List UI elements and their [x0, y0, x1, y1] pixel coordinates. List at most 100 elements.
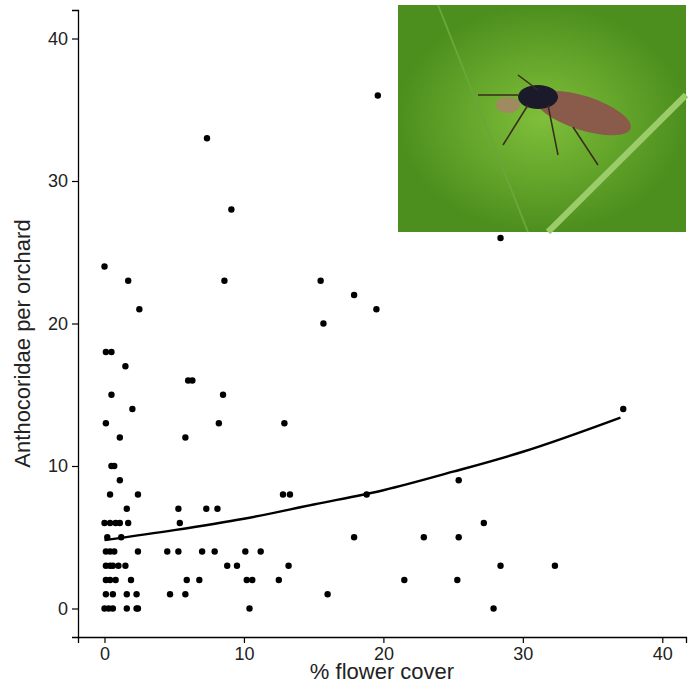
- tick-mark: [72, 181, 78, 182]
- tick-label: 30: [48, 171, 68, 191]
- point: [454, 577, 460, 583]
- point: [455, 477, 461, 483]
- point: [128, 577, 134, 583]
- plot-area: [101, 92, 626, 611]
- point: [196, 577, 202, 583]
- tick-label: 10: [234, 644, 254, 664]
- point: [620, 406, 626, 412]
- leaf-vein: [438, 5, 528, 232]
- tick-label: 0: [100, 644, 110, 664]
- insect-thorax: [518, 85, 558, 109]
- point: [281, 420, 287, 426]
- tick: 0: [58, 599, 78, 619]
- point: [177, 520, 183, 526]
- tick: 30: [513, 637, 533, 664]
- point: [133, 591, 139, 597]
- point: [246, 605, 252, 611]
- point: [373, 306, 379, 312]
- tick-mark: [244, 637, 245, 643]
- point: [324, 591, 330, 597]
- point: [122, 563, 128, 569]
- tick: 40: [48, 29, 78, 49]
- axis-line: [72, 11, 79, 638]
- point: [320, 320, 326, 326]
- tick-label: 0: [58, 599, 68, 619]
- insect: [478, 75, 636, 165]
- insect-leg: [478, 94, 518, 96]
- point: [111, 548, 117, 554]
- point: [242, 548, 248, 554]
- point: [175, 548, 181, 554]
- tick-mark: [72, 466, 78, 467]
- point: [214, 506, 220, 512]
- point: [175, 506, 181, 512]
- point: [125, 278, 131, 284]
- point: [224, 563, 230, 569]
- point: [552, 563, 558, 569]
- point: [211, 548, 217, 554]
- tick: 10: [48, 456, 78, 476]
- point: [204, 135, 210, 141]
- point: [124, 605, 130, 611]
- tick: 30: [48, 171, 78, 191]
- point: [199, 548, 205, 554]
- point: [129, 406, 135, 412]
- point: [110, 605, 116, 611]
- point: [276, 577, 282, 583]
- tick-mark: [383, 637, 384, 643]
- tick-mark: [523, 637, 524, 643]
- tick-mark: [104, 637, 105, 643]
- point: [101, 263, 107, 269]
- point: [481, 520, 487, 526]
- point: [125, 520, 131, 526]
- insect-leg: [573, 127, 598, 165]
- y-axis: 0 10 20 30 40: [48, 11, 79, 638]
- point: [455, 534, 461, 540]
- y-axis-title: Anthocoridae per orchard: [10, 219, 35, 467]
- tick-label: 40: [48, 29, 68, 49]
- point: [111, 463, 117, 469]
- point: [117, 477, 123, 483]
- point: [103, 591, 109, 597]
- point: [249, 577, 255, 583]
- insect-leg: [503, 105, 528, 145]
- point: [287, 491, 293, 497]
- point: [244, 577, 250, 583]
- tick: 0: [100, 637, 110, 664]
- tick-mark: [72, 323, 78, 324]
- point: [221, 278, 227, 284]
- point: [164, 548, 170, 554]
- fit-line: [104, 418, 620, 541]
- point: [497, 235, 503, 241]
- point: [107, 577, 113, 583]
- point: [285, 563, 291, 569]
- inset-photo: [398, 5, 686, 232]
- point: [136, 306, 142, 312]
- point: [189, 377, 195, 383]
- tick-label: 30: [513, 644, 533, 664]
- point: [122, 363, 128, 369]
- x-axis-title: % flower cover: [310, 659, 454, 684]
- tick-mark: [72, 608, 78, 609]
- point: [135, 491, 141, 497]
- point: [216, 420, 222, 426]
- photo-background: [398, 5, 686, 232]
- point: [375, 92, 381, 98]
- point: [108, 392, 114, 398]
- point: [103, 349, 109, 355]
- insect-prey: [496, 97, 520, 113]
- point: [107, 520, 113, 526]
- point: [401, 577, 407, 583]
- point: [107, 491, 113, 497]
- tick-label: 20: [48, 314, 68, 334]
- point: [101, 520, 107, 526]
- point: [103, 420, 109, 426]
- points: [101, 92, 626, 611]
- point: [351, 292, 357, 298]
- point: [110, 563, 116, 569]
- point: [124, 506, 130, 512]
- point: [115, 563, 121, 569]
- axis-line: [79, 638, 687, 644]
- point: [108, 349, 114, 355]
- point: [317, 278, 323, 284]
